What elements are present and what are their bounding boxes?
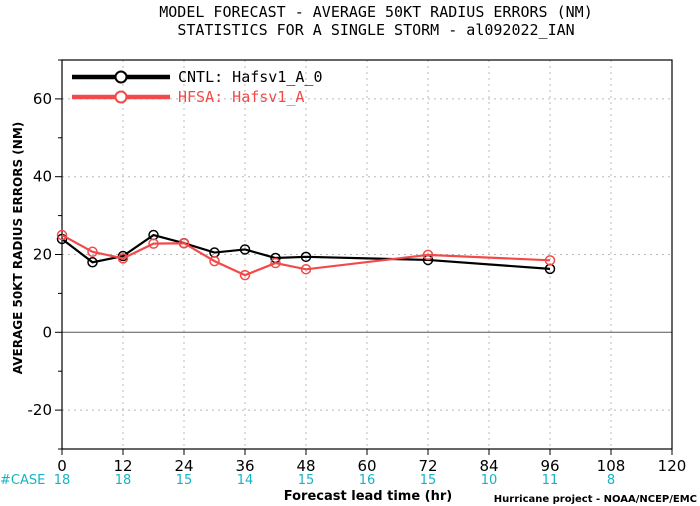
- series-2: [56, 229, 556, 281]
- chart-subtitle: STATISTICS FOR A SINGLE STORM - al092022…: [177, 21, 574, 39]
- legend-label: CNTL: Hafsv1_A_0: [178, 68, 323, 86]
- credit-text: Hurricane project - NOAA/NCEP/EMC: [494, 494, 697, 505]
- series-line: [61, 233, 551, 270]
- legend-marker: [114, 70, 128, 84]
- case-count: 10: [481, 473, 498, 488]
- x-tick-label: 0: [57, 457, 67, 475]
- y-axis-label: AVERAGE 50KT RADIUS ERRORS (NM): [11, 122, 25, 374]
- case-row: #CASE 18 18 15 14 15 16 15 10 11 8: [0, 473, 615, 488]
- case-count: 8: [607, 473, 615, 488]
- series-layer: [56, 229, 556, 281]
- x-axis-label: Forecast lead time (hr): [284, 489, 452, 504]
- case-count: 11: [542, 473, 559, 488]
- x-tick-label: 72: [418, 457, 437, 475]
- chart-title: MODEL FORECAST - AVERAGE 50KT RADIUS ERR…: [159, 3, 592, 21]
- data-point: [270, 257, 281, 269]
- x-tick-label: 108: [597, 457, 626, 475]
- grid: [62, 60, 672, 449]
- y-tick-label: 60: [33, 90, 52, 108]
- case-count: 15: [176, 473, 193, 488]
- data-point: [239, 244, 251, 255]
- data-point: [148, 238, 159, 249]
- y-tick-label: 20: [33, 246, 52, 264]
- data-point: [300, 251, 312, 263]
- y-tick-label: -20: [28, 401, 53, 419]
- case-label: #CASE: [0, 473, 45, 488]
- x-tick-label: 84: [479, 457, 498, 475]
- data-point: [239, 269, 251, 281]
- data-point: [178, 237, 190, 249]
- data-point: [56, 229, 68, 241]
- data-point: [422, 249, 434, 261]
- data-point: [56, 233, 68, 245]
- x-tick-label: 120: [658, 457, 687, 475]
- x-tick-label: 36: [235, 457, 254, 475]
- y-tick-label: 0: [42, 323, 52, 341]
- case-count: 18: [115, 473, 132, 488]
- data-point: [300, 264, 312, 275]
- series-1: [56, 229, 556, 275]
- legend: CNTL: Hafsv1_A_0 HFSA: Hafsv1_A: [72, 68, 323, 106]
- x-tick-label: 12: [113, 457, 132, 475]
- data-point: [544, 255, 556, 266]
- axis-ticks: 0 12 24 36 48 60 72 84 96 108 120 -20 0 20 40 60: [28, 59, 687, 475]
- x-tick-label: 24: [174, 457, 193, 475]
- data-point: [117, 253, 129, 264]
- case-count: 16: [359, 473, 376, 488]
- case-count: 14: [237, 473, 254, 488]
- data-point: [87, 257, 98, 268]
- x-tick-label: 96: [540, 457, 559, 475]
- x-tick-label: 60: [357, 457, 376, 475]
- legend-marker: [114, 90, 128, 104]
- legend-label: HFSA: Hafsv1_A: [178, 88, 304, 106]
- x-tick-label: 48: [296, 457, 315, 475]
- y-tick-label: 40: [33, 168, 52, 186]
- series-line: [61, 234, 551, 277]
- data-point: [87, 246, 98, 258]
- data-point: [209, 255, 220, 267]
- case-count: 15: [298, 473, 315, 488]
- case-count: 18: [54, 473, 71, 488]
- case-count: 15: [420, 473, 437, 488]
